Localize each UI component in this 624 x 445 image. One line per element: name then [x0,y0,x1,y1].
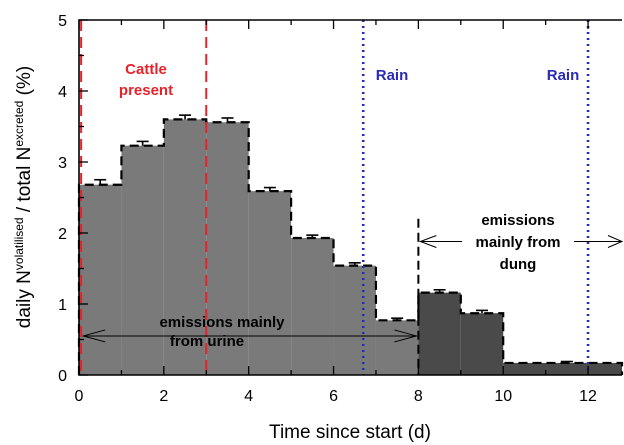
dung-label-line2: mainly from [475,234,560,251]
y-tick-label: 0 [58,368,67,385]
error-bar-2 [136,140,149,146]
bar-3 [163,119,207,376]
x-tick-label: 8 [414,388,423,405]
x-tick-label: 10 [494,388,512,405]
bar-11 [503,362,622,375]
y-tick-label: 2 [58,226,67,243]
bar-5 [248,191,292,375]
bar-1 [79,184,122,375]
urine-arrow-head-right [394,329,419,343]
error-bar-5 [263,186,276,192]
error-bar-1 [94,178,107,185]
x-tick-label: 4 [244,388,253,405]
error-bar-11 [560,360,573,363]
bar-8 [375,320,419,375]
bar-2 [121,145,164,375]
dung-label-line1: emissions [481,212,554,229]
x-axis-label: Time since start (d) [269,422,431,443]
y-tick-label: 3 [58,155,67,172]
annotations: Cattle present Rain Rain emissions mainl… [81,61,624,350]
dung-arrow-head-left [418,235,437,248]
x-tick-label: 6 [329,388,338,405]
dung-arrow-head-right [607,235,624,248]
bar-7 [333,265,376,375]
bar-9 [418,292,461,375]
x-tick-label: 12 [579,388,597,405]
dung-label-line3: dung [500,256,537,273]
y-tick-label: 1 [58,297,67,314]
x-tick-label: 0 [75,388,84,405]
error-bar-9 [433,288,446,293]
rain-label-2: Rain [547,67,580,84]
y-tick-label: 5 [58,13,67,30]
error-bar-10 [476,309,489,314]
error-bar-7 [348,262,361,266]
cattle-label-line1: Cattle [125,61,167,78]
error-bar-3 [179,114,192,120]
y-label-unit: (%) [14,66,35,101]
bar-10 [460,313,504,375]
error-bar-6 [306,234,319,238]
bars-layer [77,114,624,376]
rain-label-1: Rain [376,67,409,84]
urine-label-line2: from urine [170,333,244,350]
x-tick-label: 2 [159,388,168,405]
error-bar-8 [391,317,404,321]
y-axis-label: daily Nvolatilised / total Nexcreted (%) [12,66,35,328]
error-bar-4 [221,117,234,123]
y-label-main: daily N [14,270,35,328]
urine-label-line1: emissions mainly [159,314,285,331]
y-label-sup1: volatilised [12,217,26,270]
y-label-sup2: excreted [12,101,26,147]
y-label-mid: / total N [14,147,35,218]
bar-6 [291,237,334,375]
bar-4 [206,122,249,376]
cattle-label-line2: present [119,82,173,99]
y-tick-label: 4 [58,84,67,101]
urine-arrow-head-left [81,329,106,343]
